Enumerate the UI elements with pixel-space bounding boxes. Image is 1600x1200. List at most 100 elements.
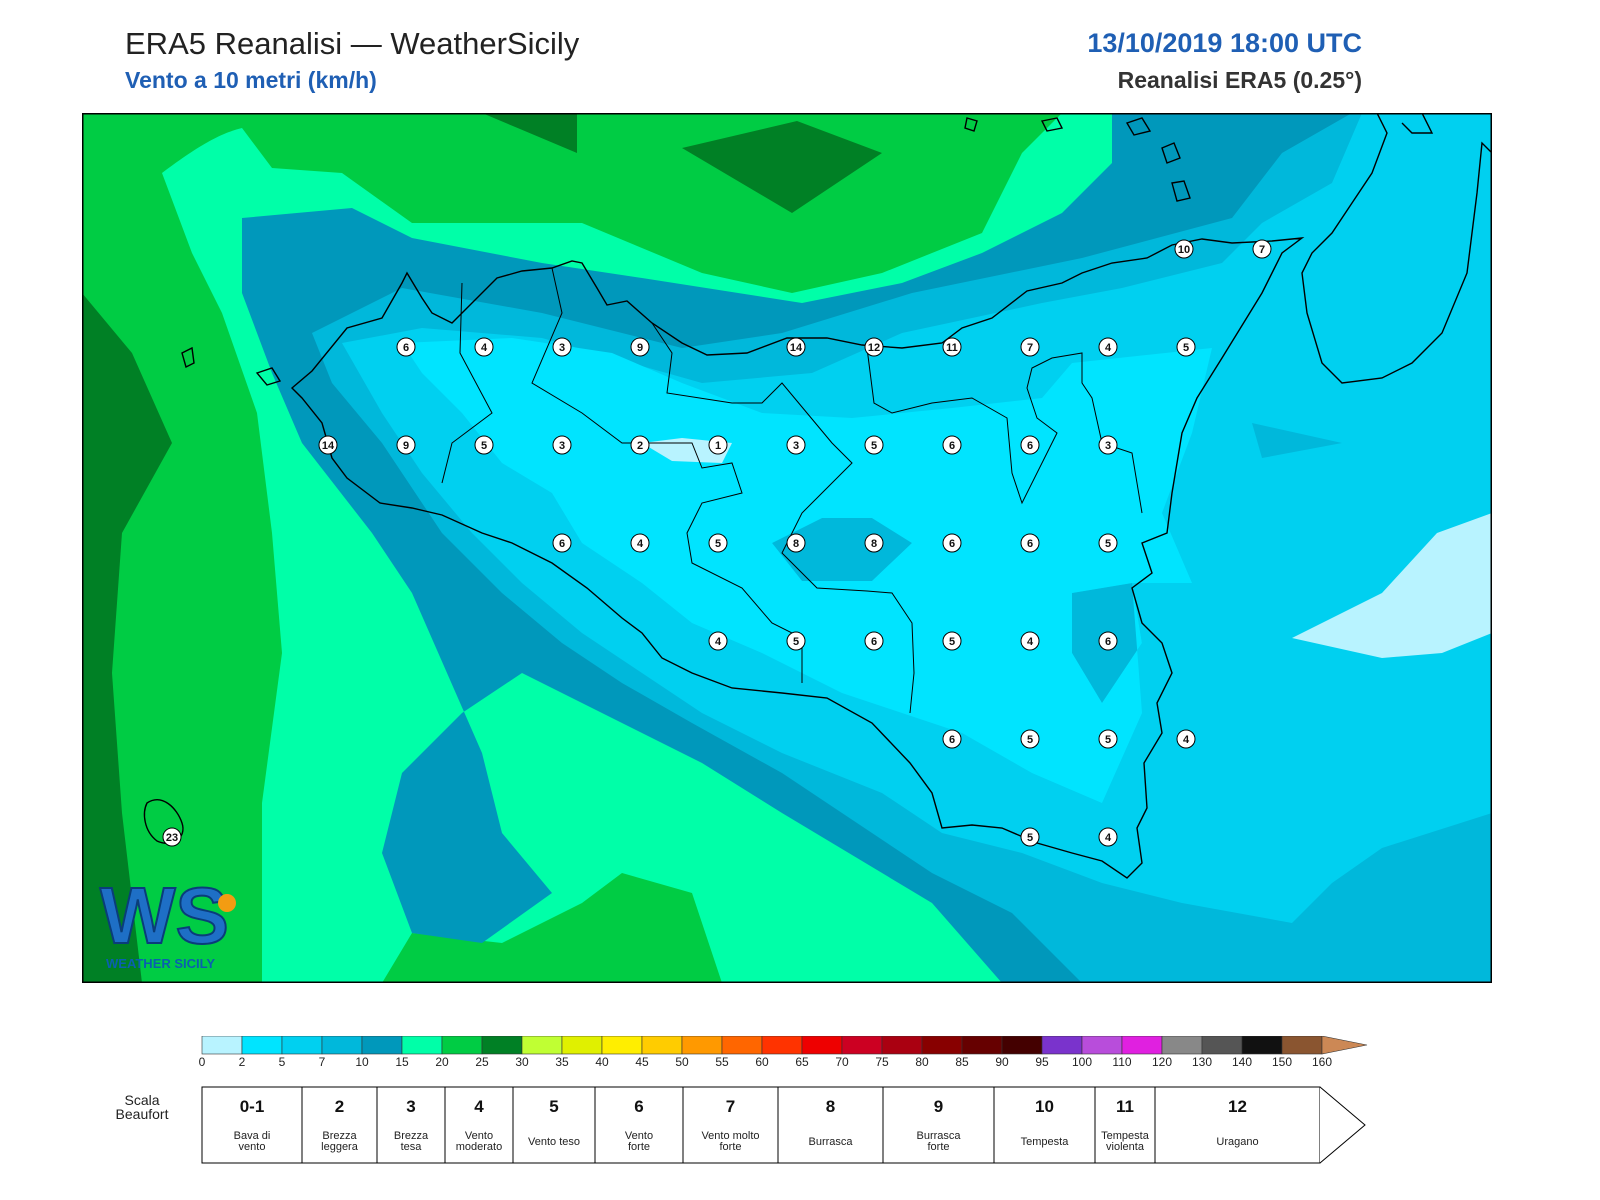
wind-label-circle	[708, 631, 728, 651]
wind-label-circle	[1098, 631, 1118, 651]
wind-label-value: 14	[790, 342, 803, 354]
wind-label-circle	[1020, 435, 1040, 455]
scale-swatch	[1121, 1036, 1163, 1055]
wind-label-circle	[552, 533, 572, 553]
wind-label-circle	[786, 631, 806, 651]
wind-label-circle	[942, 435, 962, 455]
beaufort-number: 9	[934, 1097, 943, 1116]
wind-speed-labels: 6 4 3 9 14 12 11 7 4 5 14 9 5 3 2 1 3 5 6 6 3 6 4 5 8 8 6 6 5 4 5 6 5 4 6 6…	[162, 239, 1272, 847]
wind-label-circle	[1098, 337, 1118, 357]
beaufort-name-line: Vento	[465, 1130, 493, 1142]
beaufort-name-line: Vento	[625, 1130, 653, 1142]
beaufort-name-line: moderato	[456, 1141, 502, 1153]
province-borders	[441, 267, 1143, 714]
wind-label-value: 4	[1105, 342, 1112, 354]
beaufort-name: Vento molto forte	[701, 1130, 759, 1153]
beaufort-name-line: Brezza	[394, 1130, 429, 1142]
scale-tick-label: 100	[1072, 1055, 1092, 1066]
scale-swatch	[601, 1036, 643, 1055]
wind-label-circle	[942, 631, 962, 651]
wind-label-value: 14	[322, 440, 335, 452]
wind-label-value: 9	[403, 440, 409, 452]
beaufort-cell-box	[594, 1086, 684, 1164]
wind-label: 7	[1020, 337, 1040, 357]
color-scale: 0 2 5 7 10 15 20 25 30 35 40 45 50 55 60 65 70 75 80 85 90 95…	[199, 1036, 1368, 1066]
wind-label: 12	[864, 337, 884, 357]
wind-label: 5	[786, 631, 806, 651]
wind-label-circle	[162, 827, 182, 847]
wind-label-value: 5	[715, 538, 721, 550]
wind-field	[82, 113, 1492, 983]
wind-label-value: 3	[559, 342, 565, 354]
wind-label: 6	[1020, 533, 1040, 553]
wind-label-circle	[942, 729, 962, 749]
beaufort-name-line: Bava di	[234, 1130, 271, 1142]
wind-label-circle	[474, 435, 494, 455]
scale-swatch	[281, 1036, 323, 1055]
wind-label-value: 5	[1027, 734, 1033, 746]
scale-tick-label: 5	[279, 1055, 286, 1066]
beaufort-cell-box	[1094, 1086, 1156, 1164]
beaufort-cell: 6 Vento forte	[594, 1086, 684, 1164]
sun-icon	[218, 894, 236, 912]
beaufort-cell: 9 Burrasca forte	[882, 1086, 995, 1164]
beaufort-name-line: Vento molto	[701, 1130, 759, 1142]
wind-label-circle	[396, 337, 416, 357]
scale-tick-label: 160	[1312, 1055, 1332, 1066]
scale-tick-label: 150	[1272, 1055, 1292, 1066]
island-aeolian-1	[964, 117, 978, 132]
wind-label-value: 5	[1027, 832, 1033, 844]
wind-label: 7	[1252, 239, 1272, 259]
wind-label: 3	[1098, 435, 1118, 455]
wind-label: 4	[1020, 631, 1040, 651]
wind-label: 23	[162, 827, 182, 847]
wind-label-value: 5	[871, 440, 877, 452]
sicily-coastline	[290, 237, 1305, 879]
wind-label-circle	[864, 435, 884, 455]
beaufort-name: Burrasca	[808, 1136, 853, 1148]
scale-tick-label: 130	[1192, 1055, 1212, 1066]
wind-label: 9	[396, 435, 416, 455]
scale-swatch	[801, 1036, 843, 1055]
beaufort-name-line: Burrasca	[916, 1130, 961, 1142]
scale-swatch	[441, 1036, 483, 1055]
beaufort-name-line: tesa	[401, 1141, 423, 1153]
wind-label-circle	[942, 533, 962, 553]
calabria-coastline	[1301, 113, 1492, 384]
wind-label-value: 4	[1183, 734, 1190, 746]
scale-tick-label: 50	[675, 1055, 689, 1066]
scale-swatch	[1161, 1036, 1203, 1055]
map-title: ERA5 Reanalisi — WeatherSicily	[125, 26, 580, 61]
wind-label-value: 6	[559, 538, 565, 550]
weathersicily-logo: WS WEATHER SICILY	[99, 870, 236, 971]
wind-label-circle	[786, 533, 806, 553]
scale-swatch-arrow	[1321, 1036, 1368, 1055]
scale-swatch	[1001, 1036, 1043, 1055]
beaufort-cell: 7 Vento molto forte	[682, 1086, 779, 1164]
wind-label: 5	[942, 631, 962, 651]
scale-swatch	[241, 1036, 283, 1055]
beaufort-number: 11	[1116, 1097, 1134, 1116]
wind-label-circle	[1020, 827, 1040, 847]
wind-label: 14	[786, 337, 806, 357]
wind-label-circle	[474, 337, 494, 357]
wind-label-circle	[630, 435, 650, 455]
wind-label-circle	[1098, 827, 1118, 847]
wind-label: 1	[708, 435, 728, 455]
wind-label-value: 3	[793, 440, 799, 452]
scale-tick-label: 95	[1035, 1055, 1049, 1066]
scale-swatch	[1241, 1036, 1283, 1055]
wind-label: 4	[708, 631, 728, 651]
wind-label-circle	[1176, 337, 1196, 357]
wind-label: 2	[630, 435, 650, 455]
wind-label-circle	[1020, 631, 1040, 651]
beaufort-number: 3	[406, 1097, 415, 1116]
wind-label: 6	[396, 337, 416, 357]
beaufort-cell: 12 Uragano	[1154, 1086, 1321, 1164]
scale-tick-label: 55	[715, 1055, 729, 1066]
beaufort-number: 5	[549, 1097, 558, 1116]
wind-label-value: 12	[868, 342, 880, 354]
beaufort-name: Burrasca forte	[916, 1130, 961, 1153]
beaufort-cell-box	[1154, 1086, 1321, 1164]
